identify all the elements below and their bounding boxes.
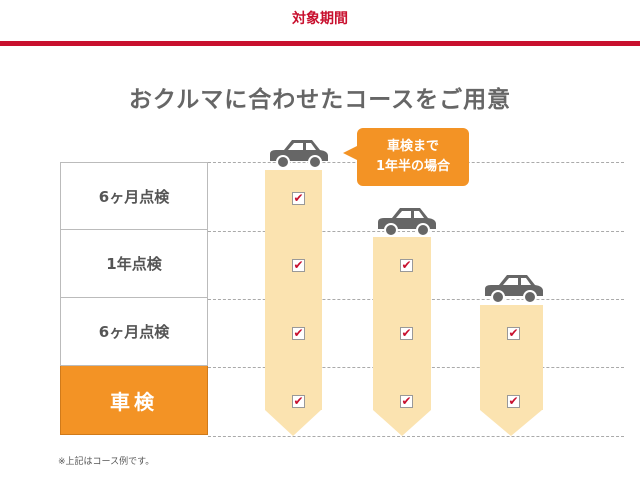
divider xyxy=(208,231,624,232)
course-column-3 xyxy=(480,305,543,436)
check-icon: ✔ xyxy=(400,258,413,272)
check-icon: ✔ xyxy=(292,394,305,408)
check-icon: ✔ xyxy=(507,326,520,340)
row-label: 1年点検 xyxy=(60,230,208,298)
check-icon: ✔ xyxy=(507,394,520,408)
course-column-1 xyxy=(265,170,322,436)
car-icon xyxy=(270,140,328,169)
period-label: 対象期間 xyxy=(292,11,348,27)
divider xyxy=(208,436,624,437)
car-icon xyxy=(485,275,543,304)
car-icon xyxy=(378,208,436,237)
row-label: 6ヶ月点検 xyxy=(60,162,208,230)
row-label-highlight: 車検 xyxy=(60,366,208,435)
check-icon: ✔ xyxy=(292,258,305,272)
page-title: おクルマに合わせたコースをご用意 xyxy=(128,87,512,113)
check-icon: ✔ xyxy=(400,326,413,340)
bubble-line-2: 1年半の場合 xyxy=(375,159,451,174)
check-icon: ✔ xyxy=(292,326,305,340)
check-icon: ✔ xyxy=(400,394,413,408)
footnote: ※上記はコース例です。 xyxy=(58,457,155,467)
bubble-line-1: 車検まで xyxy=(386,139,439,154)
inspection-table: 6ヶ月点検 1年点検 6ヶ月点検 車検 xyxy=(60,162,208,435)
check-icon: ✔ xyxy=(292,191,305,205)
speech-bubble: 車検まで 1年半の場合 xyxy=(343,128,469,186)
row-label: 6ヶ月点検 xyxy=(60,298,208,366)
header-divider xyxy=(0,41,640,46)
